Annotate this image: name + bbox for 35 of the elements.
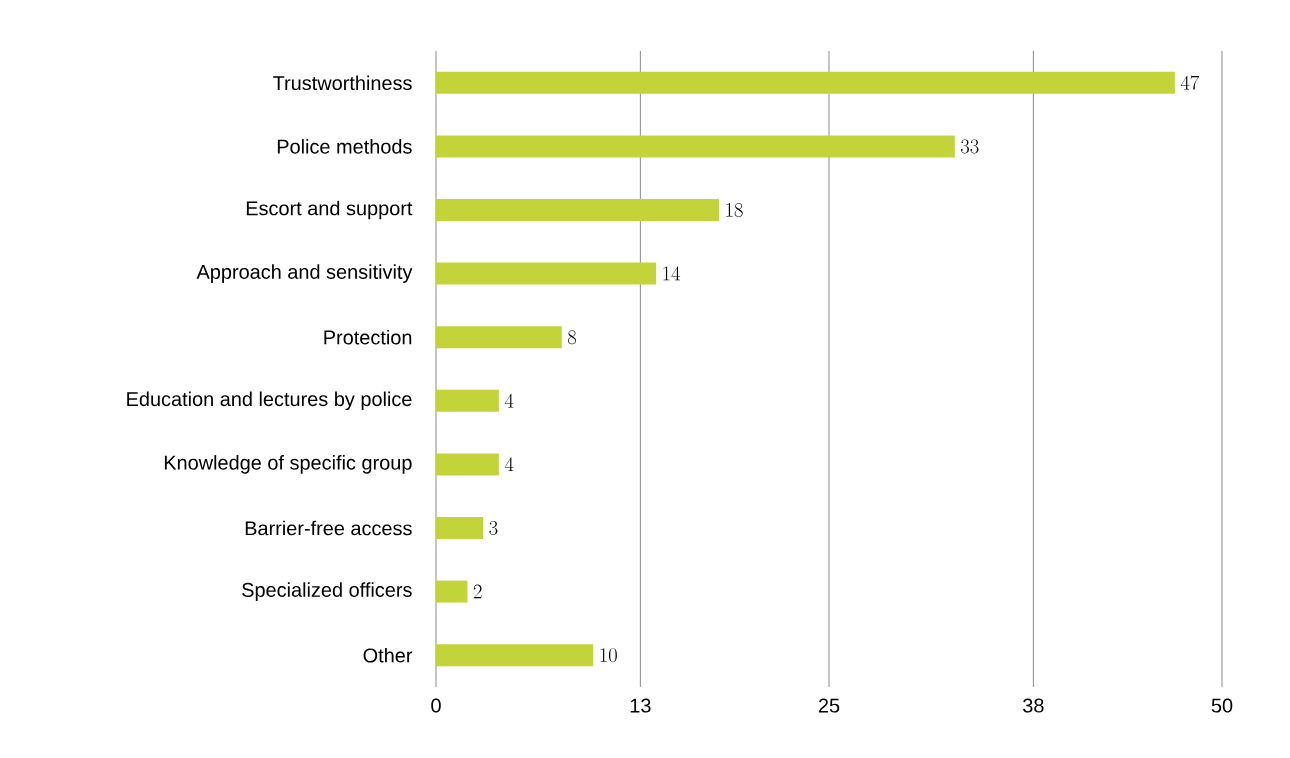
y-tick-label: Trustworthiness [273,75,412,91]
bar [436,135,955,158]
data-label: 4 [504,457,514,472]
data-label: 4 [504,393,514,408]
y-tick-label: Other [363,647,413,663]
data-label: 14 [663,266,681,281]
bar [436,580,468,603]
bar [436,453,499,476]
bar [436,326,562,349]
bar [436,516,484,539]
bar [436,71,1175,94]
x-tick-label: 50 [1211,698,1233,713]
x-tick-label: 38 [1023,698,1044,713]
x-tick-label: 0 [431,698,441,713]
bar [436,198,719,221]
y-tick-label: Protection [324,329,412,345]
bar [436,262,657,285]
y-tick-label: Approach and sensitivity [196,264,413,283]
y-tick-label: Knowledge of specific group [164,455,412,474]
y-tick-label: Police methods [277,139,412,154]
data-label: 2 [473,584,482,599]
bar [436,389,499,412]
data-label: 8 [567,330,577,345]
x-tick-label: 13 [630,698,651,713]
y-tick-label: Education and lectures by police [127,391,412,411]
data-label: 18 [726,203,743,217]
x-tick-label: 25 [818,698,840,713]
data-label: 10 [600,648,617,663]
data-label: 47 [1180,75,1200,90]
data-label: 3 [489,521,498,535]
bar [436,644,594,667]
data-label: 33 [960,139,979,154]
y-tick-label: Barrier-free access [245,520,412,536]
y-tick-label: Escort and support [246,200,413,220]
y-tick-label: Specialized officers [242,582,412,601]
